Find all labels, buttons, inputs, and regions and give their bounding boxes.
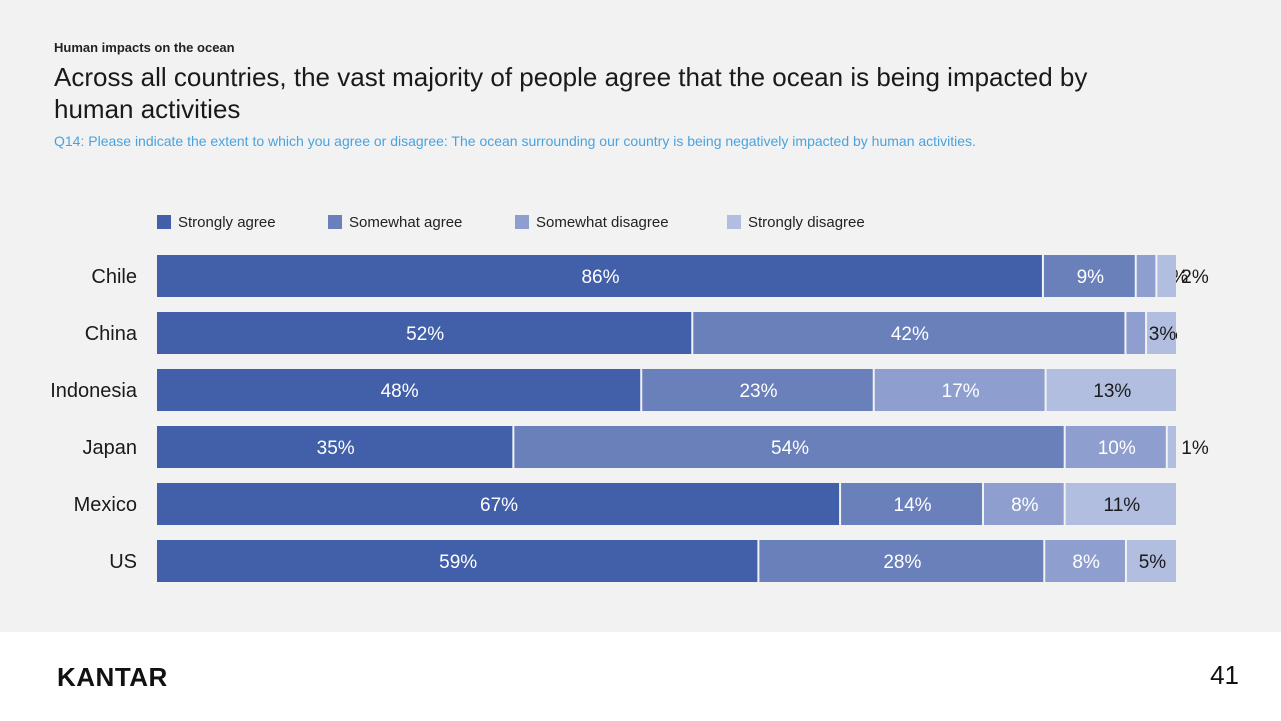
bar-segment bbox=[157, 483, 840, 525]
slide-footer: KANTAR 41 bbox=[0, 632, 1281, 721]
kantar-logo: KANTAR bbox=[57, 662, 168, 692]
bar-segment bbox=[984, 483, 1064, 525]
data-label: 8% bbox=[1011, 495, 1039, 516]
eyebrow-label: Human impacts on the ocean bbox=[54, 40, 235, 55]
data-label: 35% bbox=[317, 438, 355, 459]
legend-label: Strongly disagree bbox=[748, 214, 865, 231]
legend-item-somewhat-agree: Somewhat agree bbox=[328, 214, 462, 231]
bar-segment bbox=[157, 255, 1042, 297]
legend-item-strongly-agree: Strongly agree bbox=[157, 214, 276, 231]
legend-swatch bbox=[515, 215, 529, 229]
data-label: 13% bbox=[1093, 381, 1131, 402]
legend-swatch bbox=[328, 215, 342, 229]
bar-segment bbox=[759, 540, 1044, 582]
page-number: 41 bbox=[1210, 660, 1239, 690]
data-label: 1% bbox=[1181, 438, 1209, 459]
bar-segment bbox=[1147, 312, 1176, 354]
slide-header: Human impacts on the ocean Across all co… bbox=[54, 40, 1204, 149]
bar-segment bbox=[1126, 540, 1176, 582]
data-label: 28% bbox=[883, 552, 921, 573]
bar-segment bbox=[514, 426, 1064, 468]
bar-segment bbox=[157, 426, 513, 468]
category-label: Japan bbox=[83, 437, 138, 459]
data-label: 14% bbox=[894, 495, 932, 516]
legend-item-strongly-disagree: Strongly disagree bbox=[727, 214, 865, 231]
legend-swatch bbox=[157, 215, 171, 229]
bar-segment bbox=[1065, 426, 1166, 468]
bar-segment bbox=[693, 312, 1125, 354]
data-label: 8% bbox=[1072, 552, 1100, 573]
data-label: 86% bbox=[581, 267, 619, 288]
data-label: 67% bbox=[480, 495, 518, 516]
data-label: 5% bbox=[1139, 552, 1167, 573]
bar-segment bbox=[157, 312, 692, 354]
data-label: 11% bbox=[1104, 495, 1141, 516]
legend-item-somewhat-disagree: Somewhat disagree bbox=[515, 214, 669, 231]
data-label: 17% bbox=[942, 381, 980, 402]
legend-label: Strongly agree bbox=[178, 214, 276, 231]
stacked-bar-chart: Chile86%9%2%2%China52%42%2%3%Indonesia48… bbox=[50, 255, 1209, 582]
category-label: Indonesia bbox=[50, 380, 138, 402]
bar-segment bbox=[1136, 255, 1156, 297]
bar-segment bbox=[841, 483, 983, 525]
data-label: 42% bbox=[891, 324, 929, 345]
legend-label: Somewhat agree bbox=[349, 214, 463, 231]
bar-segment bbox=[157, 540, 758, 582]
bar-segment bbox=[1126, 312, 1146, 354]
data-label: 10% bbox=[1098, 438, 1136, 459]
category-label: Mexico bbox=[74, 494, 137, 516]
legend-swatch bbox=[727, 215, 741, 229]
category-label: US bbox=[109, 551, 137, 573]
category-label: China bbox=[85, 323, 138, 345]
bar-segment bbox=[642, 369, 873, 411]
bar-segment bbox=[1167, 426, 1176, 468]
data-label: 52% bbox=[406, 324, 444, 345]
bar-segment bbox=[1157, 255, 1176, 297]
bar-segment bbox=[1065, 483, 1176, 525]
legend-label: Somewhat disagree bbox=[536, 214, 669, 231]
data-label: 48% bbox=[381, 381, 419, 402]
bar-segment bbox=[1043, 255, 1135, 297]
bar-segment bbox=[874, 369, 1045, 411]
bar-segment bbox=[1045, 540, 1125, 582]
data-label: 2% bbox=[1181, 267, 1209, 288]
data-label: 9% bbox=[1077, 267, 1105, 288]
data-label: 23% bbox=[739, 381, 777, 402]
category-label: Chile bbox=[91, 266, 137, 288]
question-subtitle: Q14: Please indicate the extent to which… bbox=[54, 133, 976, 149]
data-label: 54% bbox=[771, 438, 809, 459]
data-label: 3% bbox=[1149, 324, 1177, 345]
slide-title: Across all countries, the vast majority … bbox=[54, 62, 1088, 124]
bar-segment bbox=[1046, 369, 1176, 411]
bar-segment bbox=[157, 369, 641, 411]
data-label: 59% bbox=[439, 552, 477, 573]
